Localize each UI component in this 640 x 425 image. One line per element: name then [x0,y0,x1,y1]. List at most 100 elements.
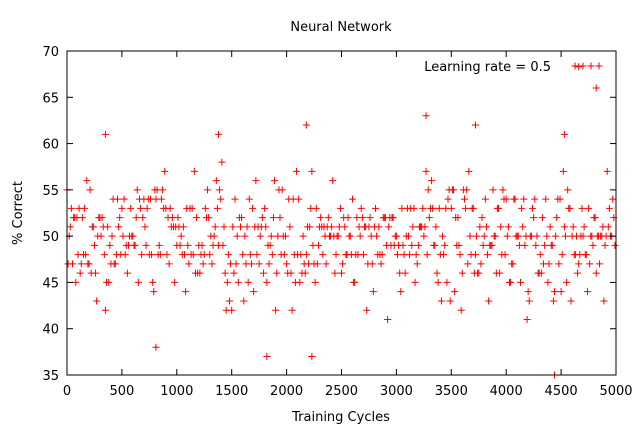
data-point [413,260,421,268]
data-point [601,241,609,249]
data-point [189,251,197,259]
data-point [424,186,432,194]
data-point [473,232,481,240]
data-point [538,214,546,222]
y-tick-label: 60 [42,138,59,153]
data-point [288,306,296,314]
data-point [199,260,207,268]
data-point [419,204,427,212]
data-point [223,278,231,286]
data-point [205,214,213,222]
data-point [211,223,219,231]
data-point [579,62,587,70]
data-point [454,214,462,222]
data-point [137,204,145,212]
data-point [503,232,511,240]
data-point [507,278,515,286]
data-point [475,269,483,277]
data-point [142,241,150,249]
data-point [471,121,479,129]
data-point [563,278,571,286]
data-point [176,241,184,249]
data-point [313,260,321,268]
data-point [484,251,492,259]
data-point [463,186,471,194]
data-point [148,251,156,259]
data-point [115,223,123,231]
data-point [180,251,188,259]
data-point [489,186,497,194]
data-point [72,278,80,286]
data-point [611,241,619,249]
data-point [90,241,98,249]
data-point [218,158,226,166]
data-point [314,241,322,249]
data-point [108,232,116,240]
data-point [346,232,354,240]
data-point [331,269,339,277]
data-point [482,223,490,231]
data-point [496,269,504,277]
data-point [477,260,485,268]
data-point [529,204,537,212]
data-point [141,223,149,231]
data-point [245,195,253,203]
data-point [111,260,119,268]
data-point [179,223,187,231]
data-point [118,204,126,212]
data-point [278,186,286,194]
data-point [81,204,89,212]
data-point [531,195,539,203]
data-point [519,223,527,231]
data-point [255,260,263,268]
data-point [163,251,171,259]
data-point [548,241,556,249]
data-point [296,278,304,286]
data-point [443,278,451,286]
data-point [532,241,540,249]
data-point [236,223,244,231]
data-point [351,278,359,286]
data-point [435,204,443,212]
data-point [579,232,587,240]
y-tick-label: 55 [42,184,59,199]
data-point [595,62,603,70]
data-point [308,352,316,360]
y-axis-label: % Correct [11,181,26,245]
data-point [369,288,377,296]
data-point [575,63,583,71]
data-point [83,177,91,185]
data-point [469,204,477,212]
data-point [121,251,129,259]
data-point [221,269,229,277]
y-tick-label: 40 [42,323,59,338]
data-point [336,204,344,212]
data-point [68,260,76,268]
data-point [238,214,246,222]
data-point [455,241,463,249]
data-point [131,241,139,249]
data-point [324,214,332,222]
data-point [542,195,550,203]
data-point [466,232,474,240]
data-point [100,251,108,259]
data-point [129,232,137,240]
data-point [76,269,84,277]
data-point [428,177,436,185]
data-point [558,251,566,259]
data-point [220,223,228,231]
data-point [322,260,330,268]
x-tick-label: 0 [63,384,71,399]
data-point [541,241,549,249]
data-point [411,278,419,286]
data-point [201,204,209,212]
data-point [196,269,204,277]
data-point [434,278,442,286]
data-point [389,214,397,222]
data-point [560,130,568,138]
data-point [208,260,216,268]
data-point [476,223,484,231]
data-point [253,251,261,259]
data-point [399,241,407,249]
data-point [134,278,142,286]
